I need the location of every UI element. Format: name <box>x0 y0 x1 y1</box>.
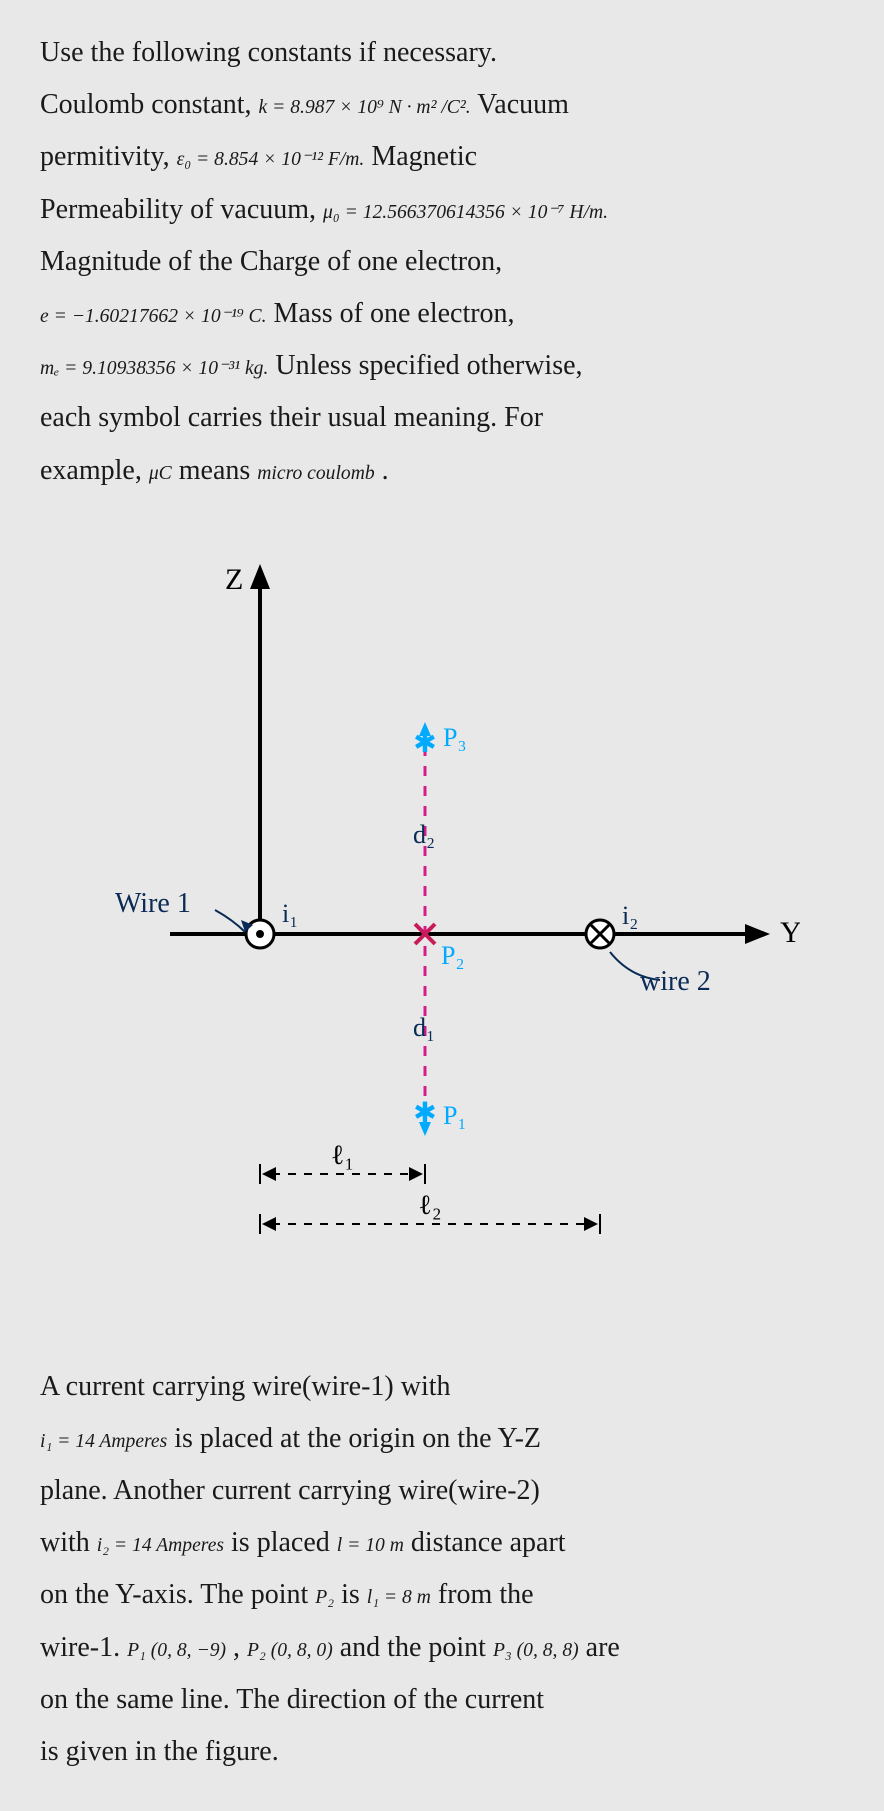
coulomb-expr: k = 8.987 × 10⁹ N · m² /C². <box>259 97 471 118</box>
i2-label: i₂ <box>622 901 638 930</box>
intro-line-1: Use the following constants if necessary… <box>40 30 844 76</box>
d1-label: d₁ <box>413 1013 435 1042</box>
permitivity-expr: ε₀ = 8.854 × 10⁻¹² F/m. <box>177 149 365 170</box>
intro-line-charge-label: Magnitude of the Charge of one electron, <box>40 239 844 285</box>
page: Use the following constants if necessary… <box>0 0 884 1811</box>
p-line-6b: and the point <box>340 1632 493 1663</box>
p2-sym: P₂ <box>315 1587 334 1608</box>
p1-coord: P₁ (0, 8, −9) <box>127 1640 226 1661</box>
coulomb-label: Coulomb constant, <box>40 89 259 120</box>
z-axis-label: Z <box>225 563 243 596</box>
p-line-3: plane. Another current carrying wire(wir… <box>40 1468 844 1514</box>
i1-expr: i₁ = 14 Amperes <box>40 1431 167 1452</box>
permeability-label: Permeability of vacuum, <box>40 194 323 225</box>
p-line-4b: is placed <box>231 1527 337 1558</box>
p2-label: P₂ <box>441 941 465 970</box>
diagram-svg: ZYWire 1i₁i₂wire 2✱P₃P₂✱P₁d₂d₁ℓ₁ℓ₂ <box>80 534 800 1314</box>
intro-line-permitivity: permitivity, ε₀ = 8.854 × 10⁻¹² F/m. Mag… <box>40 134 844 180</box>
p3-label: P₃ <box>443 723 467 752</box>
dot: . <box>382 455 389 486</box>
mass-label: Mass of one electron, <box>274 298 515 329</box>
p-line-2b: is placed at the origin on the Y-Z <box>174 1423 541 1454</box>
l-expr: l = 10 m <box>337 1535 404 1556</box>
intro-line-charge-expr: e = −1.60217662 × 10⁻¹⁹ C. Mass of one e… <box>40 291 844 337</box>
p2-coord: P₂ (0, 8, 0) <box>247 1640 333 1661</box>
p-line-7: on the same line. The direction of the c… <box>40 1677 844 1723</box>
example-label: example, <box>40 455 149 486</box>
charge-expr: e = −1.60217662 × 10⁻¹⁹ C. <box>40 306 267 327</box>
p-line-4c: distance apart <box>411 1527 566 1558</box>
problem-paragraph: A current carrying wire(wire-1) with i₁ … <box>40 1364 844 1776</box>
intro-line-each: each symbol carries their usual meaning.… <box>40 395 844 441</box>
mass-expr: mₑ = 9.10938356 × 10⁻³¹ kg. <box>40 358 268 379</box>
d2-label: d₂ <box>413 820 435 849</box>
comma: , <box>233 1632 247 1663</box>
wire-1-label: Wire 1 <box>115 888 191 919</box>
means-label: means <box>179 455 258 486</box>
magnetic-label: Magnetic <box>371 141 477 172</box>
p-line-6c: are <box>586 1632 620 1663</box>
l1-dimension: ℓ₁ <box>331 1140 354 1171</box>
permeability-expr: μ₀ = 12.566370614356 × 10⁻⁷ H/m. <box>323 202 608 223</box>
vacuum-label: Vacuum <box>477 89 569 120</box>
intro-line-example: example, μC means micro coulomb . <box>40 448 844 494</box>
p-line-1: A current carrying wire(wire-1) with <box>40 1364 844 1410</box>
p-line-4: with i₂ = 14 Amperes is placed l = 10 m … <box>40 1520 844 1566</box>
constants-paragraph: Use the following constants if necessary… <box>40 30 844 494</box>
wire-2-label: wire 2 <box>640 966 711 997</box>
l2-dimension: ℓ₂ <box>418 1190 441 1221</box>
l1-expr: l₁ = 8 m <box>367 1587 431 1608</box>
p-line-5b: is <box>341 1579 367 1610</box>
p-line-5: on the Y-axis. The point P₂ is l₁ = 8 m … <box>40 1572 844 1618</box>
intro-line-mass: mₑ = 9.10938356 × 10⁻³¹ kg. Unless speci… <box>40 343 844 389</box>
p-line-8: is given in the figure. <box>40 1729 844 1775</box>
p-line-6a: wire-1. <box>40 1632 127 1663</box>
micro-coulomb: micro coulomb <box>257 463 374 484</box>
unless-label: Unless specified otherwise, <box>275 350 582 381</box>
i1-label: i₁ <box>282 899 298 928</box>
intro-line-permeability: Permeability of vacuum, μ₀ = 12.56637061… <box>40 187 844 233</box>
mu-c: μC <box>149 463 172 484</box>
permitivity-label: permitivity, <box>40 141 177 172</box>
p3-coord: P₃ (0, 8, 8) <box>493 1640 579 1661</box>
y-axis-label: Y <box>780 916 800 949</box>
i2-expr: i₂ = 14 Amperes <box>97 1535 224 1556</box>
intro-line-coulomb: Coulomb constant, k = 8.987 × 10⁹ N · m²… <box>40 82 844 128</box>
physics-diagram: ZYWire 1i₁i₂wire 2✱P₃P₂✱P₁d₂d₁ℓ₁ℓ₂ <box>80 534 800 1314</box>
p-line-4a: with <box>40 1527 97 1558</box>
p-line-2: i₁ = 14 Amperes is placed at the origin … <box>40 1416 844 1462</box>
p-line-5a: on the Y-axis. The point <box>40 1579 315 1610</box>
p-line-6: wire-1. P₁ (0, 8, −9) , P₂ (0, 8, 0) and… <box>40 1625 844 1671</box>
p-line-5c: from the <box>438 1579 534 1610</box>
p1-label: P₁ <box>443 1101 467 1130</box>
